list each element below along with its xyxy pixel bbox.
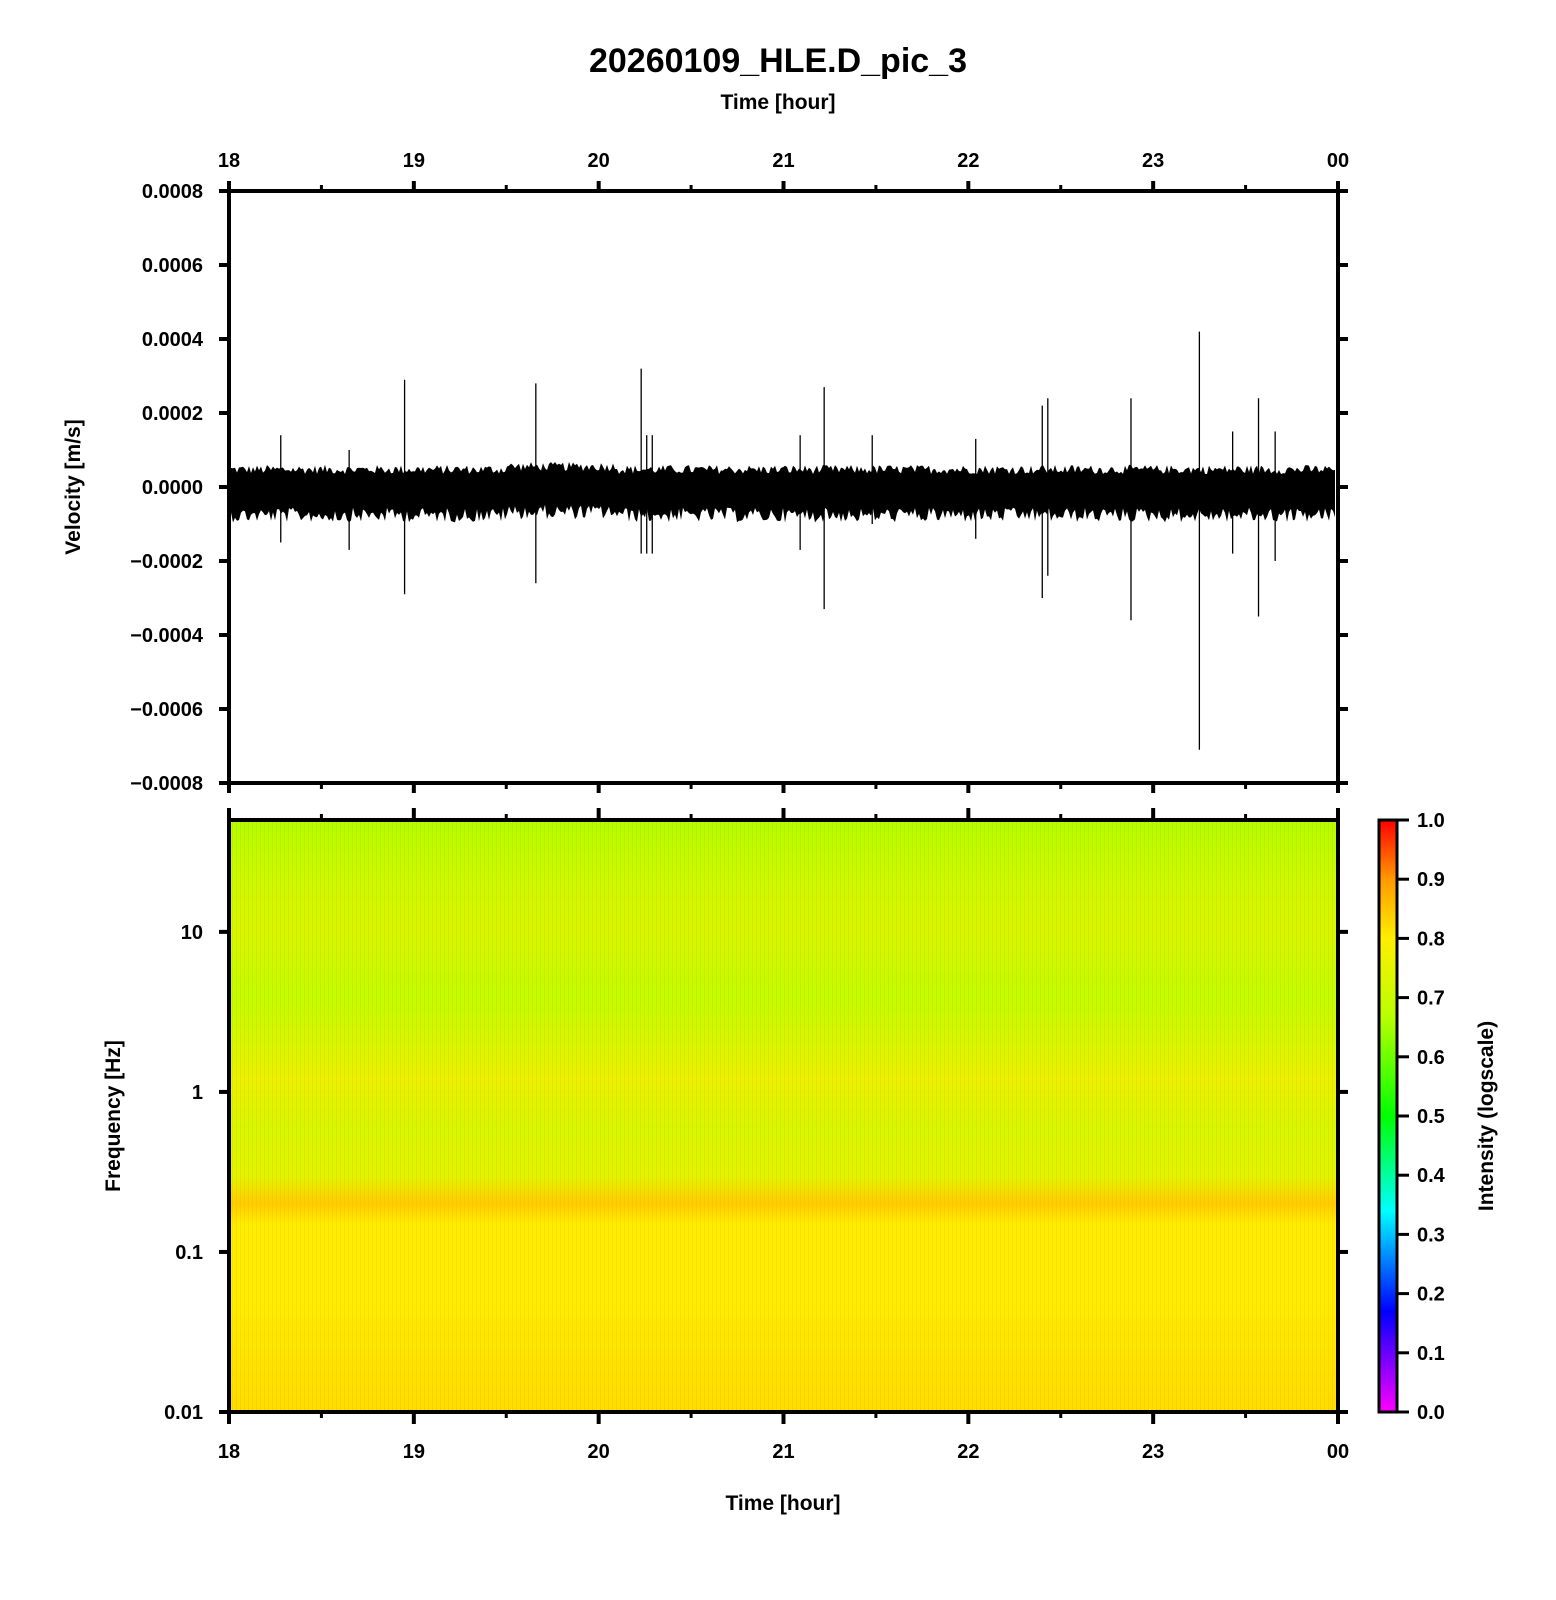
spectrogram-y-tick-label: 10 [181, 922, 203, 944]
top-x-tick-label: 21 [772, 150, 794, 172]
colorbar-tick-label: 0.9 [1417, 869, 1445, 891]
colorbar-tick-label: 0.2 [1417, 1284, 1445, 1306]
colorbar-tick-label: 0.5 [1417, 1106, 1445, 1128]
colorbar-tick-label: 0.3 [1417, 1224, 1445, 1246]
waveform-y-tick-label: −0.0002 [130, 551, 203, 573]
bottom-x-tick-label: 18 [218, 1441, 240, 1463]
colorbar-tick-label: 0.4 [1417, 1165, 1446, 1187]
top-x-axis-label: Time [hour] [720, 91, 835, 114]
top-x-tick-label: 19 [403, 150, 425, 172]
waveform-y-tick-label: 0.0004 [142, 329, 204, 351]
colorbar-tick-label: 0.0 [1417, 1402, 1445, 1424]
colorbar-gradient [1377, 818, 1399, 1414]
waveform-y-tick-label: 0.0006 [142, 255, 203, 277]
spectrogram-texture [229, 820, 1338, 1412]
waveform-y-tick-label: −0.0008 [130, 773, 203, 795]
waveform-noise-band [231, 461, 1335, 523]
spectrogram-ticks: 18 19 20 21 22 23 00 10 1 0.1 0.01 [164, 808, 1349, 1463]
waveform-y-tick-label: 0.0008 [142, 181, 203, 203]
bottom-x-tick-label: 22 [957, 1441, 979, 1463]
top-x-tick-label: 22 [957, 150, 979, 172]
waveform-y-tick-label: 0.0000 [142, 477, 203, 499]
bottom-x-axis-label: Time [hour] [725, 1492, 840, 1515]
waveform-panel: 18 19 20 21 22 23 00 0.0008 0.0006 0.0004 0.0002 0.… [62, 150, 1349, 795]
colorbar-tick-label: 0.6 [1417, 1047, 1445, 1069]
waveform-y-tick-label: −0.0006 [130, 699, 203, 721]
bottom-x-tick-label: 23 [1142, 1441, 1164, 1463]
waveform-y-tick-label: 0.0002 [142, 403, 203, 425]
colorbar-tick-label: 0.7 [1417, 988, 1445, 1010]
spectrogram-y-axis-label: Frequency [Hz] [102, 1040, 125, 1192]
top-x-tick-label: 18 [218, 150, 240, 172]
colorbar-tick-label: 0.8 [1417, 928, 1445, 950]
colorbar: 1.0 0.9 0.8 0.7 0.6 0.5 0.4 0.3 0.2 0.1 0.0 Intens… [1377, 810, 1498, 1424]
waveform-y-tick-label: −0.0004 [130, 625, 204, 647]
bottom-x-tick-label: 00 [1327, 1441, 1349, 1463]
spectrogram-y-tick-label: 0.1 [175, 1242, 203, 1264]
colorbar-tick-label: 1.0 [1417, 810, 1445, 832]
bottom-x-tick-label: 20 [588, 1441, 610, 1463]
colorbar-label: Intensity (logscale) [1475, 1021, 1498, 1211]
bottom-x-tick-label: 21 [772, 1441, 794, 1463]
top-x-tick-label: 00 [1327, 150, 1349, 172]
waveform-spikes [280, 331, 1276, 750]
waveform-y-axis-label: Velocity [m/s] [62, 419, 85, 554]
chart-title: 20260109_HLE.D_pic_3 [589, 42, 967, 80]
colorbar-tick-label: 0.1 [1417, 1343, 1445, 1365]
top-x-tick-label: 20 [588, 150, 610, 172]
spectrogram-y-tick-label: 1 [192, 1082, 203, 1104]
spectrogram-y-tick-label: 0.01 [164, 1402, 203, 1424]
colorbar-ticks: 1.0 0.9 0.8 0.7 0.6 0.5 0.4 0.3 0.2 0.1 0.0 [1397, 810, 1446, 1424]
bottom-x-tick-label: 19 [403, 1441, 425, 1463]
waveform-ticks: 18 19 20 21 22 23 00 0.0008 0.0006 0.0004 0.0002 0.… [130, 150, 1349, 795]
top-x-tick-label: 23 [1142, 150, 1164, 172]
